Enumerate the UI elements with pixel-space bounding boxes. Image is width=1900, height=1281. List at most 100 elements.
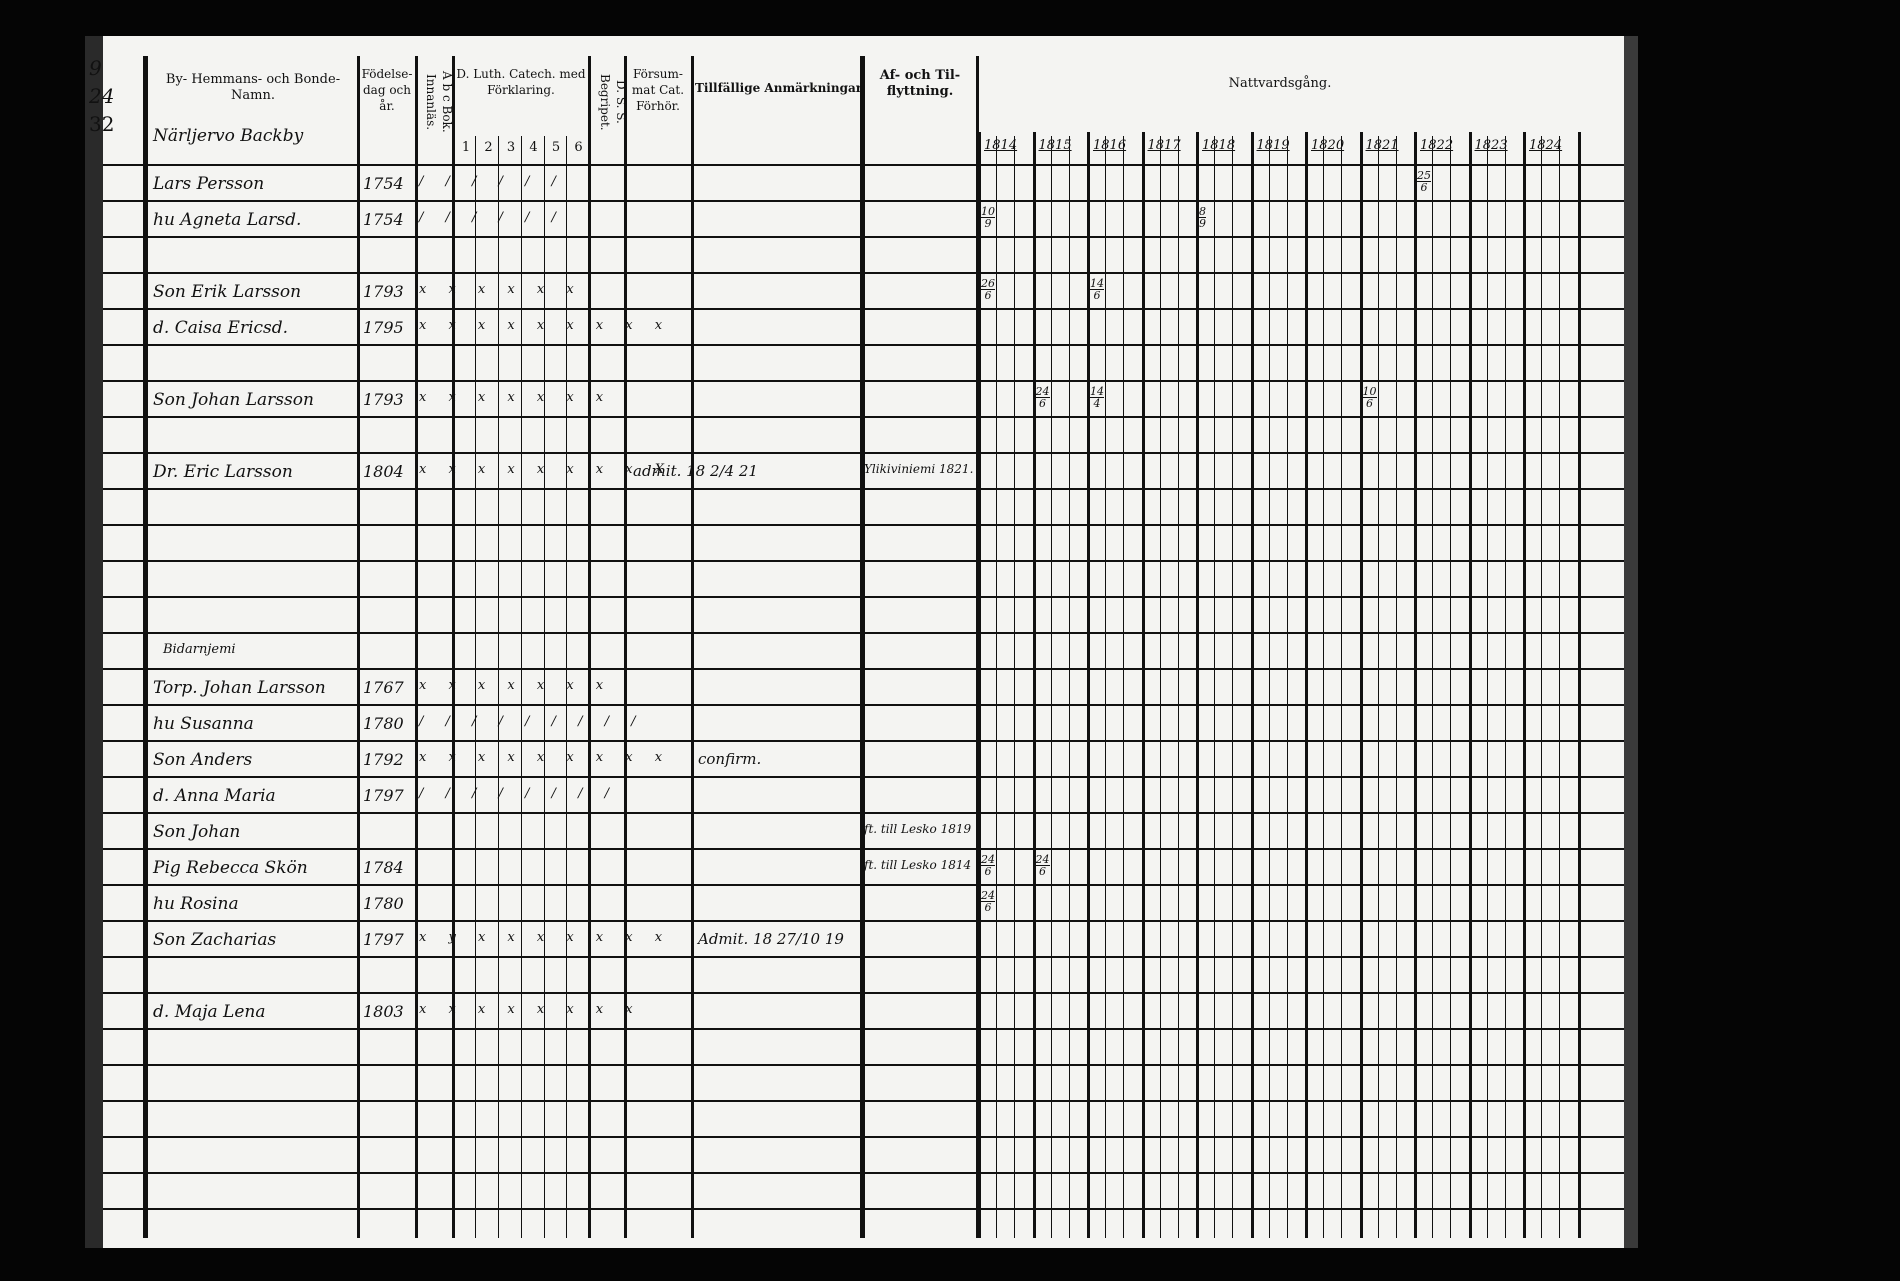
birth-year: 1780 xyxy=(363,714,404,733)
column-divider xyxy=(143,56,148,1238)
remark: Admit. 18 27/10 19 xyxy=(698,930,844,948)
sub-divider xyxy=(1177,136,1179,1238)
sub-divider xyxy=(996,136,997,1238)
header-name: By- Hemmans- och Bonde- Namn. xyxy=(165,72,341,103)
catechism-marks: / / / / / / xyxy=(419,210,565,225)
catechism-marks: x x x x x x x x xyxy=(419,1002,642,1017)
farm-name: Närljervo Backby xyxy=(153,126,304,146)
communion-month: 6 xyxy=(1035,865,1050,877)
birth-year: 1793 xyxy=(363,390,404,409)
communion-month: 6 xyxy=(981,865,995,877)
communion-day: 14 xyxy=(1090,277,1104,290)
sub-divider xyxy=(1486,136,1488,1238)
catechism-marks: x y x x x x x x x xyxy=(419,930,672,945)
person-name: d. Maja Lena xyxy=(153,1002,266,1022)
person-name: Son Erik Larsson xyxy=(153,282,302,302)
year-divider xyxy=(1196,132,1199,1238)
column-divider xyxy=(415,56,418,1238)
year-divider xyxy=(1087,132,1090,1238)
year-header: 1815 xyxy=(1038,138,1072,153)
communion-month: 9 xyxy=(1199,217,1206,230)
birth-year: 1793 xyxy=(363,282,404,301)
catechism-marks: x x x x x x x xyxy=(419,390,613,405)
year-header: 1819 xyxy=(1256,138,1290,153)
header-remarks: Tillfällige Anmärkningar xyxy=(695,81,863,95)
sub-divider xyxy=(1541,136,1542,1238)
communion-date: 14 6 xyxy=(1090,278,1104,301)
person-name: Son Zacharias xyxy=(153,930,277,950)
catechism-marks: x x x x x x xyxy=(419,282,583,297)
catechism-marks: x x x x x x x x X xyxy=(419,462,673,477)
year-header: 1820 xyxy=(1311,138,1345,153)
communion-month: 6 xyxy=(1417,181,1431,193)
ruled-lines xyxy=(860,164,1624,1238)
communion-month: 6 xyxy=(1362,397,1377,409)
birth-year: 1803 xyxy=(363,1002,404,1021)
column-divider xyxy=(691,56,694,1238)
person-name: Pig Rebecca Skön xyxy=(153,858,308,878)
birth-year: 1792 xyxy=(363,750,404,769)
sub-divider xyxy=(1559,136,1560,1238)
header-moving: Af- och Til-flyttning. xyxy=(879,68,961,99)
birth-year: 1767 xyxy=(363,678,404,697)
remark: admit. 18 2/4 21 xyxy=(633,462,758,480)
communion-date: 24 6 xyxy=(981,890,995,913)
sub-divider xyxy=(1268,136,1270,1238)
ruled-lines xyxy=(103,164,868,1238)
communion-date: 24 6 xyxy=(1035,386,1050,409)
person-name: Lars Persson xyxy=(153,174,265,194)
communion-date: 10 6 xyxy=(1362,385,1377,409)
person-name: Son Johan Larsson xyxy=(153,390,314,410)
sub-divider xyxy=(1232,136,1233,1238)
person-name: hu Agneta Larsd. xyxy=(153,210,302,230)
catechism-col-number: 4 xyxy=(529,140,538,155)
year-header: 1821 xyxy=(1365,138,1399,153)
catechism-col-number: 2 xyxy=(484,140,493,155)
header-catechism: D. Luth. Catech. med Förklaring. xyxy=(456,67,586,97)
sub-divider xyxy=(1123,136,1124,1238)
sub-divider xyxy=(1504,136,1506,1238)
catechism-col-number: 6 xyxy=(574,140,583,155)
year-divider xyxy=(1414,132,1417,1238)
birth-year: 1797 xyxy=(363,786,404,805)
catechism-marks: x x x x x x x x x xyxy=(419,318,672,333)
birth-year: 1804 xyxy=(363,462,404,481)
sub-divider xyxy=(1286,136,1288,1238)
communion-date: 26 6 xyxy=(981,278,995,301)
communion-month: 6 xyxy=(1090,289,1104,301)
sub-divider xyxy=(1050,136,1052,1238)
column-divider xyxy=(452,56,455,1238)
margin-number: 24 xyxy=(89,84,115,108)
moving-entry: Ylikiviniemi 1821. xyxy=(864,462,974,476)
column-divider xyxy=(624,56,627,1238)
communion-day: 10 xyxy=(1362,385,1377,398)
margin-number: 32 xyxy=(89,112,115,136)
communion-date: 24 6 xyxy=(981,854,995,877)
column-divider xyxy=(544,136,545,1238)
sub-divider xyxy=(1159,136,1161,1238)
year-header: 1817 xyxy=(1147,138,1181,153)
birth-year: 1784 xyxy=(363,858,404,877)
header-birth: Födelse-dag och år. xyxy=(361,67,413,113)
birth-year: 1795 xyxy=(363,318,404,337)
column-divider xyxy=(521,136,522,1238)
sub-divider xyxy=(1341,136,1342,1238)
birth-year: 1754 xyxy=(363,210,404,229)
person-name: hu Rosina xyxy=(153,894,239,914)
column-divider xyxy=(498,136,499,1238)
birth-year: 1754 xyxy=(363,174,404,193)
year-divider xyxy=(978,132,981,1238)
year-divider xyxy=(1032,132,1036,1238)
column-divider xyxy=(588,56,591,1238)
year-divider xyxy=(1359,132,1363,1238)
person-name: Son Anders xyxy=(153,750,253,770)
remark: confirm. xyxy=(698,750,762,768)
communion-date: 10 9 xyxy=(981,206,995,229)
catechism-marks: x x x x x x x x x xyxy=(419,750,672,765)
column-divider xyxy=(566,136,567,1238)
sub-divider xyxy=(1432,136,1433,1238)
header-abc: A b c Bok. Innanläs. xyxy=(424,71,454,133)
left-page: 9 24 32 By- Hemmans- och Bonde- Namn. Fö… xyxy=(85,36,868,1248)
column-divider xyxy=(475,136,476,1238)
header-forsummat: Försum-mat Cat. Förhör. xyxy=(631,67,685,113)
